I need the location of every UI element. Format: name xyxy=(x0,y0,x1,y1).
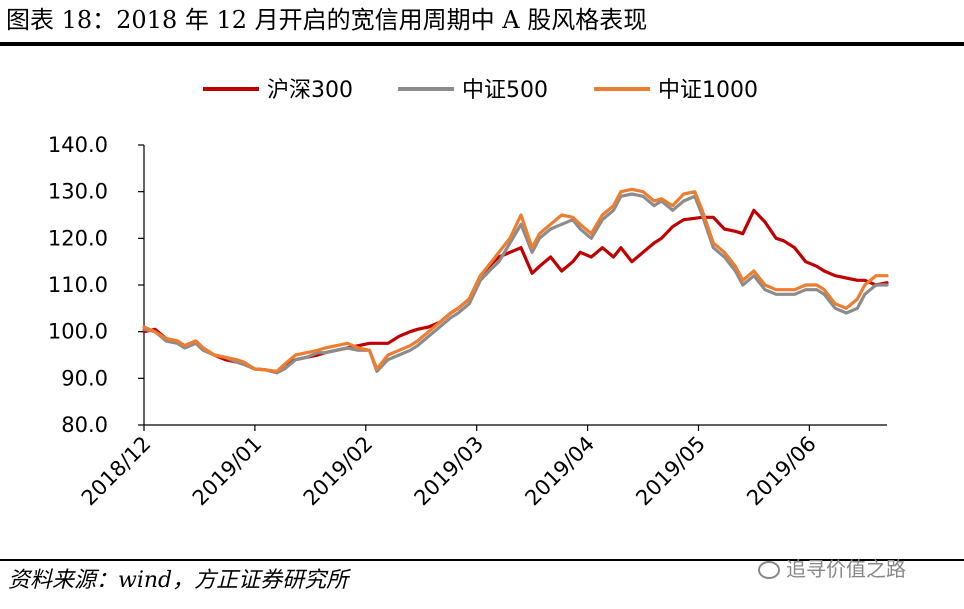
y-tick-label: 120.0 xyxy=(48,226,108,250)
x-tick-label: 2019/06 xyxy=(742,432,821,511)
y-tick-label: 130.0 xyxy=(48,180,108,204)
legend-label-1: 中证500 xyxy=(462,78,548,103)
x-axis: 2018/12 2019/01 2019/02 2019/03 2019/04 2019/… xyxy=(77,424,887,511)
watermark-text: 追寻价值之路 xyxy=(786,557,906,581)
x-tick-label: 2019/03 xyxy=(410,432,489,511)
series-lines xyxy=(142,187,889,375)
x-tick-label: 2019/01 xyxy=(188,432,267,511)
y-tick-label: 100.0 xyxy=(48,320,108,344)
legend-label-2: 中证1000 xyxy=(658,78,758,103)
series-line-1 xyxy=(142,192,889,375)
source-note: 资料来源：wind，方正证券研究所 xyxy=(8,568,349,593)
y-axis: 140.0 130.0 120.0 110.0 100.0 90.0 80.0 xyxy=(48,133,145,437)
x-tick-label: 2019/05 xyxy=(631,432,710,511)
y-tick-label: 140.0 xyxy=(48,133,108,157)
y-tick-label: 90.0 xyxy=(61,366,108,390)
x-tick-label: 2019/02 xyxy=(299,432,378,511)
x-tick-label: 2019/04 xyxy=(520,432,599,511)
watermark: 追寻价值之路 xyxy=(758,555,906,583)
wechat-icon xyxy=(758,561,780,579)
series-line-2 xyxy=(142,187,889,373)
legend-label-0: 沪深300 xyxy=(267,78,353,103)
y-tick-label: 80.0 xyxy=(61,413,108,437)
title-rule xyxy=(0,42,964,46)
chart-legend: 沪深300 中证500 中证1000 xyxy=(203,78,758,103)
y-tick-label: 110.0 xyxy=(48,273,108,297)
source-rule xyxy=(0,559,964,561)
figure-title: 图表 18：2018 年 12 月开启的宽信用周期中 A 股风格表现 xyxy=(6,6,648,34)
x-tick-label: 2018/12 xyxy=(77,432,156,511)
